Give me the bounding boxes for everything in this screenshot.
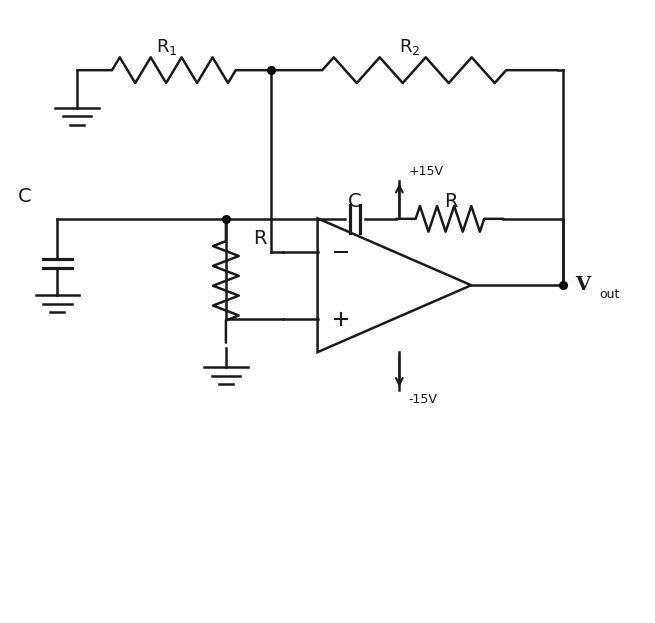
Text: R$_1$: R$_1$ <box>156 37 178 57</box>
Text: -15V: -15V <box>408 393 437 406</box>
Text: V: V <box>575 276 590 294</box>
Text: R: R <box>253 229 266 248</box>
Text: +15V: +15V <box>408 165 443 178</box>
Text: C: C <box>348 193 362 211</box>
Text: C: C <box>18 186 31 206</box>
Text: out: out <box>599 288 620 301</box>
Text: R: R <box>444 193 458 211</box>
Text: $\bullet$: $\bullet$ <box>571 279 573 284</box>
Text: R$_2$: R$_2$ <box>398 37 420 57</box>
